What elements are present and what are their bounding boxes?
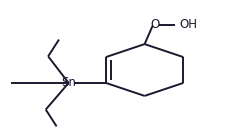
Text: OH: OH (180, 18, 198, 31)
Text: Sn: Sn (61, 76, 76, 89)
Text: O: O (151, 18, 160, 31)
